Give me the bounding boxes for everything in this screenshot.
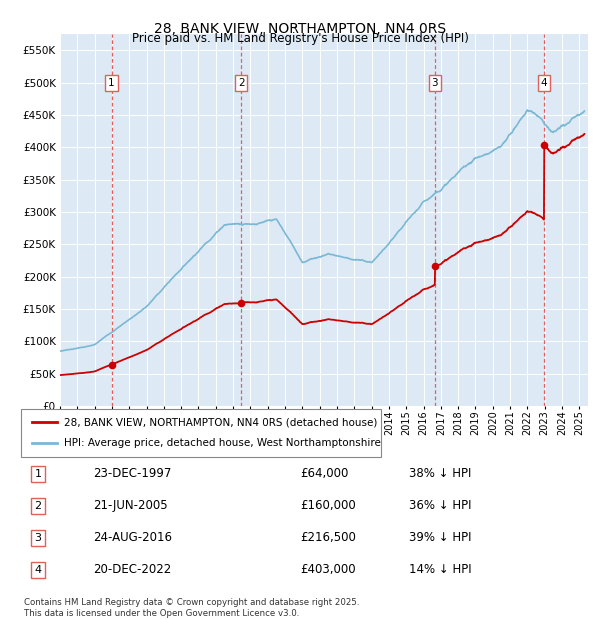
Text: Contains HM Land Registry data © Crown copyright and database right 2025.
This d: Contains HM Land Registry data © Crown c… <box>23 598 359 618</box>
Text: £64,000: £64,000 <box>300 467 349 481</box>
Text: 3: 3 <box>34 533 41 542</box>
Text: 23-DEC-1997: 23-DEC-1997 <box>92 467 171 481</box>
Text: 2: 2 <box>238 78 245 87</box>
Text: 4: 4 <box>34 565 41 575</box>
Text: 28, BANK VIEW, NORTHAMPTON, NN4 0RS: 28, BANK VIEW, NORTHAMPTON, NN4 0RS <box>154 22 446 36</box>
Text: 39% ↓ HPI: 39% ↓ HPI <box>409 531 472 544</box>
Text: 3: 3 <box>431 78 438 87</box>
Text: Price paid vs. HM Land Registry's House Price Index (HPI): Price paid vs. HM Land Registry's House … <box>131 32 469 45</box>
Text: 1: 1 <box>34 469 41 479</box>
Text: 1: 1 <box>108 78 115 87</box>
Text: 21-JUN-2005: 21-JUN-2005 <box>92 499 167 512</box>
Text: 36% ↓ HPI: 36% ↓ HPI <box>409 499 472 512</box>
Text: 4: 4 <box>541 78 548 87</box>
Text: HPI: Average price, detached house, West Northamptonshire: HPI: Average price, detached house, West… <box>64 438 381 448</box>
Text: £216,500: £216,500 <box>300 531 356 544</box>
Text: 38% ↓ HPI: 38% ↓ HPI <box>409 467 472 481</box>
Text: 24-AUG-2016: 24-AUG-2016 <box>92 531 172 544</box>
Text: 14% ↓ HPI: 14% ↓ HPI <box>409 563 472 576</box>
Text: 20-DEC-2022: 20-DEC-2022 <box>92 563 171 576</box>
Text: 2: 2 <box>34 501 41 511</box>
Text: 28, BANK VIEW, NORTHAMPTON, NN4 0RS (detached house): 28, BANK VIEW, NORTHAMPTON, NN4 0RS (det… <box>64 417 377 427</box>
Text: £160,000: £160,000 <box>300 499 356 512</box>
Text: £403,000: £403,000 <box>300 563 356 576</box>
